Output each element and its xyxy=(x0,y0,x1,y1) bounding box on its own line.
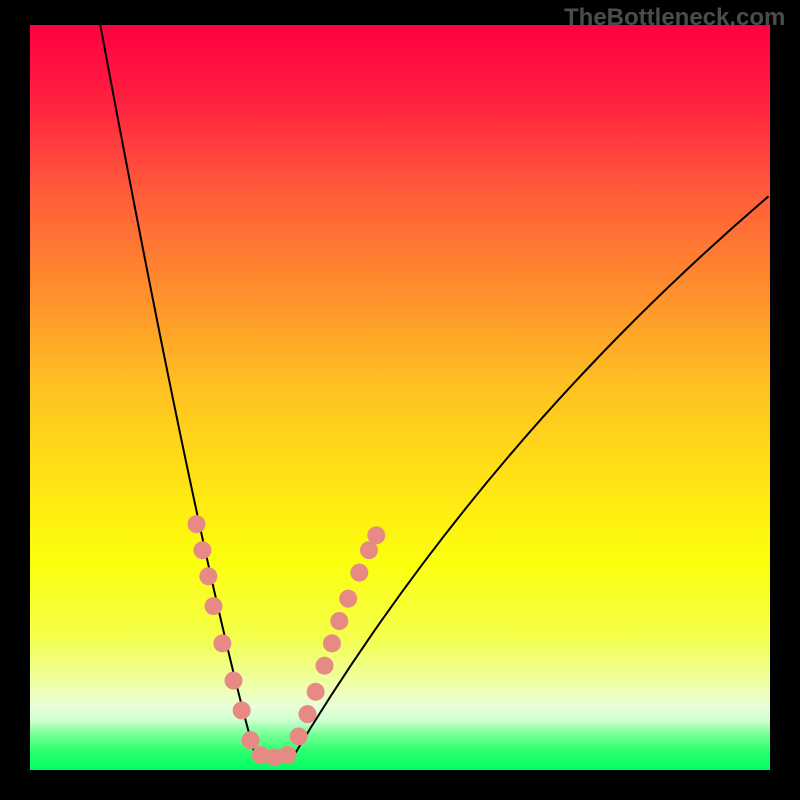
gradient-background xyxy=(30,25,770,770)
watermark-text: TheBottleneck.com xyxy=(564,4,785,32)
plot-area xyxy=(30,25,770,770)
